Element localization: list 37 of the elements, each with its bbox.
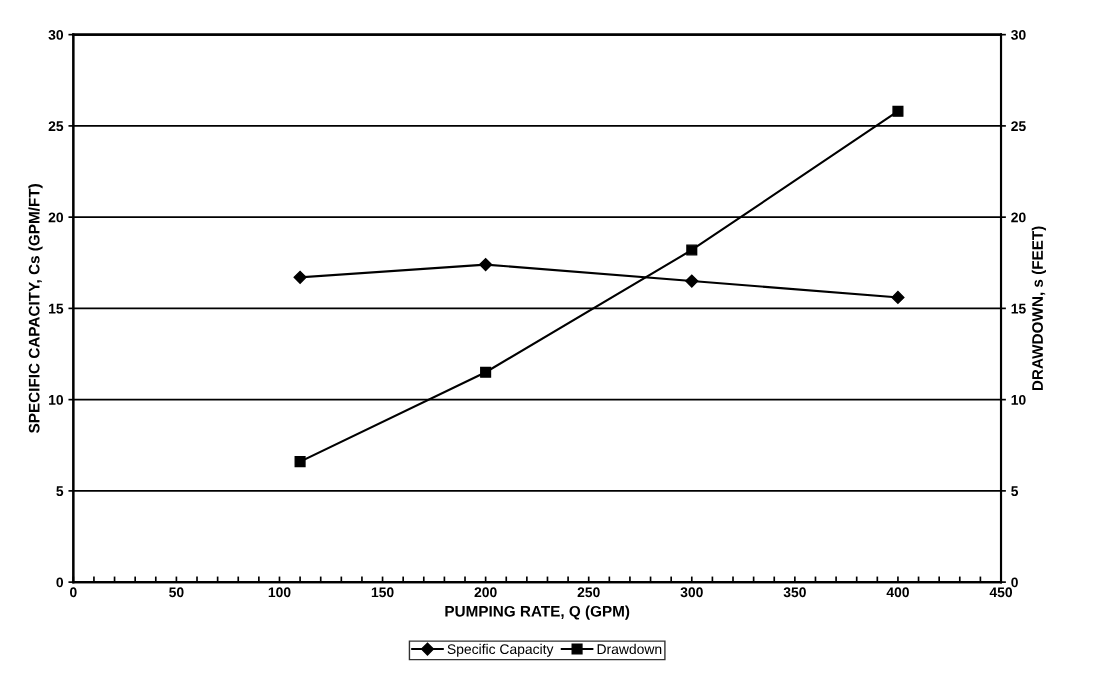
point xyxy=(479,257,493,272)
y2-tick-label: 0 xyxy=(1011,577,1018,588)
y2-axis-title: DRAWDOWN, s (FEET) xyxy=(1031,226,1046,391)
x-tick-label: 100 xyxy=(268,587,291,598)
y-tick-label: 0 xyxy=(56,577,64,588)
y2-tick-label: 30 xyxy=(1011,29,1026,40)
y2-tick-label: 15 xyxy=(1011,303,1026,314)
x-tick-label: 150 xyxy=(371,587,394,598)
y2-tick-label: 25 xyxy=(1011,121,1026,132)
legend-label: Drawdown xyxy=(597,643,662,655)
x-tick-label: 450 xyxy=(989,587,1013,598)
point xyxy=(685,274,699,288)
x-tick-label: 0 xyxy=(70,587,77,598)
y-axis-title: SPECIFIC CAPACITY, Cs (GPM/FT) xyxy=(28,184,43,433)
point xyxy=(294,456,306,468)
y-tick-label: 30 xyxy=(48,29,64,40)
point xyxy=(686,244,698,256)
x-tick-label: 400 xyxy=(886,587,909,598)
x-tick-label: 200 xyxy=(474,587,497,598)
y-tick-label: 25 xyxy=(48,121,64,132)
y-tick-label: 5 xyxy=(56,486,64,497)
x-tick-label: 350 xyxy=(783,587,806,598)
x-tick-label: 50 xyxy=(169,587,184,598)
point xyxy=(480,366,492,378)
legend-label: Specific Capacity xyxy=(447,643,554,657)
y-tick-label: 15 xyxy=(49,303,64,314)
y2-tick-label: 5 xyxy=(1011,486,1019,497)
point xyxy=(892,105,904,117)
y-tick-label: 20 xyxy=(48,212,64,223)
y2-tick-label: 20 xyxy=(1011,212,1026,223)
point xyxy=(891,290,905,305)
x-tick-label: 250 xyxy=(577,587,600,598)
point xyxy=(293,270,307,284)
x-tick-label: 300 xyxy=(680,587,703,598)
x-axis-title: PUMPING RATE, Q (GPM) xyxy=(445,605,630,620)
y-tick-label: 10 xyxy=(49,394,64,405)
y2-tick-label: 10 xyxy=(1011,394,1026,405)
